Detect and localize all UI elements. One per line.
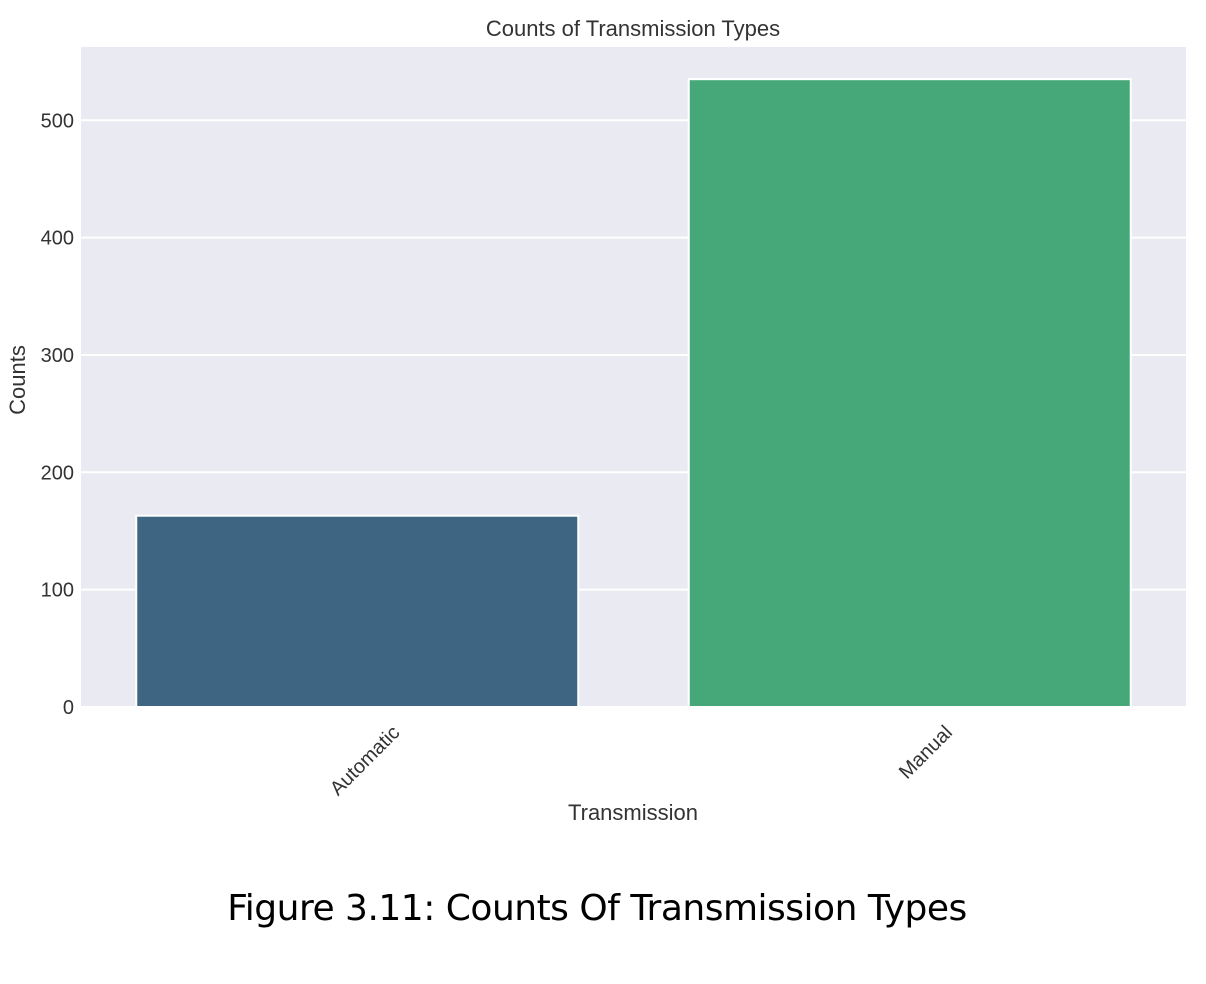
bar-chart: Counts of Transmission Types 0 100 200 300 4… — [5, 16, 1186, 825]
y-tick-label: 0 — [63, 697, 74, 719]
bars — [135, 78, 1132, 709]
y-tick-label: 500 — [41, 110, 74, 132]
y-tick-label: 100 — [41, 580, 74, 602]
x-tick-labels: Automatic Manual — [326, 722, 957, 800]
x-tick-label-automatic: Automatic — [326, 722, 404, 800]
bar-manual — [687, 78, 1132, 709]
y-axis-label: Counts — [5, 345, 30, 415]
y-tick-label: 300 — [41, 345, 74, 367]
chart-title: Counts of Transmission Types — [486, 16, 780, 41]
y-tick-label: 200 — [41, 462, 74, 484]
y-tick-label: 400 — [41, 228, 74, 250]
x-tick-label-manual: Manual — [895, 722, 957, 784]
figure-caption: Figure 3.11: Counts Of Transmission Type… — [227, 888, 967, 929]
x-axis-label: Transmission — [568, 800, 698, 825]
bar-automatic — [135, 514, 580, 708]
y-tick-labels: 0 100 200 300 400 500 — [41, 110, 74, 719]
